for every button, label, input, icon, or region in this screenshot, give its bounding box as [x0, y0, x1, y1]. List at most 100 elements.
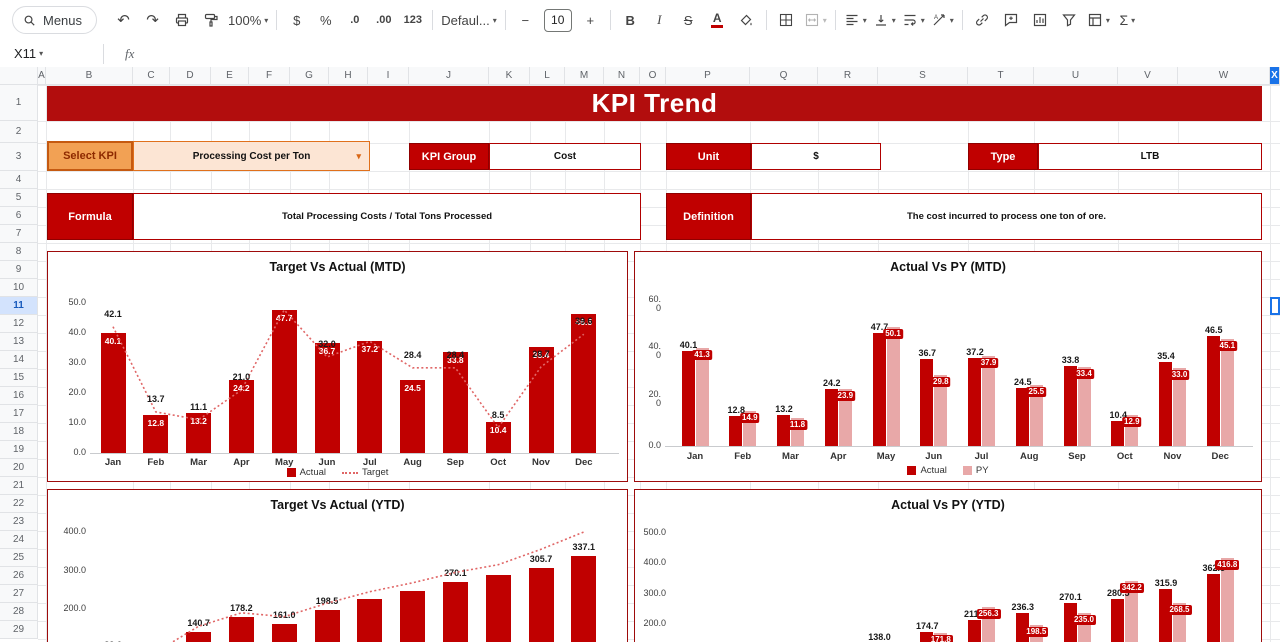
row-header-22[interactable]: 22 — [0, 495, 38, 513]
column-header-O[interactable]: O — [640, 67, 666, 85]
row-header-29[interactable]: 29 — [0, 621, 38, 639]
row-header-15[interactable]: 15 — [0, 369, 38, 387]
strikethrough-button[interactable]: S — [683, 12, 693, 28]
font-size-input[interactable]: 10 — [543, 8, 572, 32]
column-header-X[interactable]: X — [1270, 67, 1280, 85]
zoom-select[interactable]: 100% ▾ — [225, 7, 271, 33]
chart-target-vs-actual-ytd[interactable]: Target Vs Actual (YTD)200.0300.0400.0Jan… — [47, 489, 628, 642]
column-header-B[interactable]: B — [46, 67, 133, 85]
percent-format-button[interactable]: % — [320, 12, 332, 28]
row-header-7[interactable]: 7 — [0, 225, 38, 243]
row-header-24[interactable]: 24 — [0, 531, 38, 549]
column-header-V[interactable]: V — [1118, 67, 1178, 85]
column-header-G[interactable]: G — [290, 67, 329, 85]
column-header-L[interactable]: L — [530, 67, 565, 85]
row-header-21[interactable]: 21 — [0, 477, 38, 495]
row-header-11[interactable]: 11 — [0, 297, 38, 315]
italic-button[interactable]: I — [657, 12, 662, 27]
column-header-Q[interactable]: Q — [750, 67, 818, 85]
column-header-M[interactable]: M — [565, 67, 604, 85]
fill-color-button[interactable] — [732, 7, 761, 33]
toolbar-divider — [765, 10, 767, 30]
row-header-26[interactable]: 26 — [0, 567, 38, 585]
row-header-9[interactable]: 9 — [0, 261, 38, 279]
vertical-align-button[interactable]: ▾ — [870, 7, 899, 33]
bar-value-label: 47.7 — [870, 321, 889, 332]
x-axis-label: Oct — [490, 457, 507, 468]
column-header-F[interactable]: F — [249, 67, 290, 85]
column-header-E[interactable]: E — [211, 67, 249, 85]
redo-button[interactable]: ↷ — [146, 11, 159, 29]
column-header-R[interactable]: R — [818, 67, 878, 85]
row-header-16[interactable]: 16 — [0, 387, 38, 405]
bold-button[interactable]: B — [625, 12, 635, 28]
horizontal-align-button[interactable]: ▾ — [841, 7, 870, 33]
column-header-T[interactable]: T — [968, 67, 1034, 85]
column-header-W[interactable]: W — [1178, 67, 1270, 85]
row-header-4[interactable]: 4 — [0, 171, 38, 189]
chevron-down-icon: ▾ — [492, 15, 497, 25]
column-header-D[interactable]: D — [170, 67, 211, 85]
increase-font-size-button[interactable]: + — [586, 12, 595, 28]
column-header-P[interactable]: P — [666, 67, 750, 85]
column-header-A[interactable]: A — [38, 67, 46, 85]
chart-actual-vs-py-mtd[interactable]: Actual Vs PY (MTD) 0.0 20. 0 40. 0 60. 0 Jan F… — [634, 251, 1262, 482]
row-header-19[interactable]: 19 — [0, 441, 38, 459]
column-header-U[interactable]: U — [1034, 67, 1118, 85]
paint-format-button[interactable] — [196, 7, 225, 33]
row-header-13[interactable]: 13 — [0, 333, 38, 351]
text-rotation-button[interactable]: A ▾ — [928, 7, 957, 33]
column-header-H[interactable]: H — [329, 67, 368, 85]
decrease-decimal-button[interactable]: .0 — [350, 14, 360, 26]
functions-button[interactable]: Σ ▾ — [1113, 7, 1142, 33]
row-header-5[interactable]: 5 — [0, 189, 38, 207]
undo-button[interactable]: ↶ — [117, 11, 130, 29]
toolbar-divider — [961, 10, 963, 30]
menus-button[interactable]: Menus — [12, 6, 98, 34]
chart-actual-vs-py-ytd[interactable]: Actual Vs PY (YTD)200.0300.0400.0500.0Ja… — [634, 489, 1262, 642]
column-header-N[interactable]: N — [604, 67, 640, 85]
row-header-23[interactable]: 23 — [0, 513, 38, 531]
insert-comment-button[interactable] — [997, 7, 1026, 33]
column-header-C[interactable]: C — [133, 67, 170, 85]
row-header-2[interactable]: 2 — [0, 121, 38, 143]
formula-bar: X11 ▾ fx — [0, 40, 1280, 68]
selected-cell-outline[interactable] — [1270, 297, 1280, 315]
row-header-25[interactable]: 25 — [0, 549, 38, 567]
table-views-button[interactable]: ▾ — [1084, 7, 1113, 33]
row-header-28[interactable]: 28 — [0, 603, 38, 621]
insert-link-button[interactable] — [968, 7, 997, 33]
merge-cells-button[interactable]: ▾ — [801, 7, 830, 33]
row-header-12[interactable]: 12 — [0, 315, 38, 333]
bar-actual — [1111, 421, 1125, 446]
filter-button[interactable] — [1055, 7, 1084, 33]
decrease-font-size-button[interactable]: − — [521, 12, 530, 28]
column-header-I[interactable]: I — [368, 67, 409, 85]
row-header-6[interactable]: 6 — [0, 207, 38, 225]
column-header-S[interactable]: S — [878, 67, 968, 85]
text-color-button[interactable]: A — [703, 7, 732, 33]
font-select[interactable]: Defaul... ▾ — [438, 7, 499, 33]
row-header-20[interactable]: 20 — [0, 459, 38, 477]
row-header-18[interactable]: 18 — [0, 423, 38, 441]
row-header-17[interactable]: 17 — [0, 405, 38, 423]
increase-decimal-button[interactable]: .00 — [376, 14, 392, 26]
row-header-1[interactable]: 1 — [0, 85, 38, 121]
kpi-dropdown[interactable]: Processing Cost per Ton ▾ — [133, 141, 370, 171]
row-header-10[interactable]: 10 — [0, 279, 38, 297]
column-header-J[interactable]: J — [409, 67, 489, 85]
name-box[interactable]: X11 ▾ — [0, 46, 98, 61]
currency-format-button[interactable]: $ — [293, 12, 301, 28]
insert-chart-button[interactable] — [1026, 7, 1055, 33]
row-header-14[interactable]: 14 — [0, 351, 38, 369]
number-format-button[interactable]: 123 — [403, 14, 422, 26]
row-header-27[interactable]: 27 — [0, 585, 38, 603]
text-wrap-button[interactable]: ▾ — [899, 7, 928, 33]
chart-target-vs-actual-mtd[interactable]: Target Vs Actual (MTD) 0.0 10.0 20.0 30.0 40.… — [47, 251, 628, 482]
row-header-3[interactable]: 3 — [0, 143, 38, 171]
print-button[interactable] — [167, 7, 196, 33]
select-all-corner[interactable] — [0, 67, 38, 85]
borders-button[interactable] — [772, 7, 801, 33]
row-header-8[interactable]: 8 — [0, 243, 38, 261]
column-header-K[interactable]: K — [489, 67, 530, 85]
